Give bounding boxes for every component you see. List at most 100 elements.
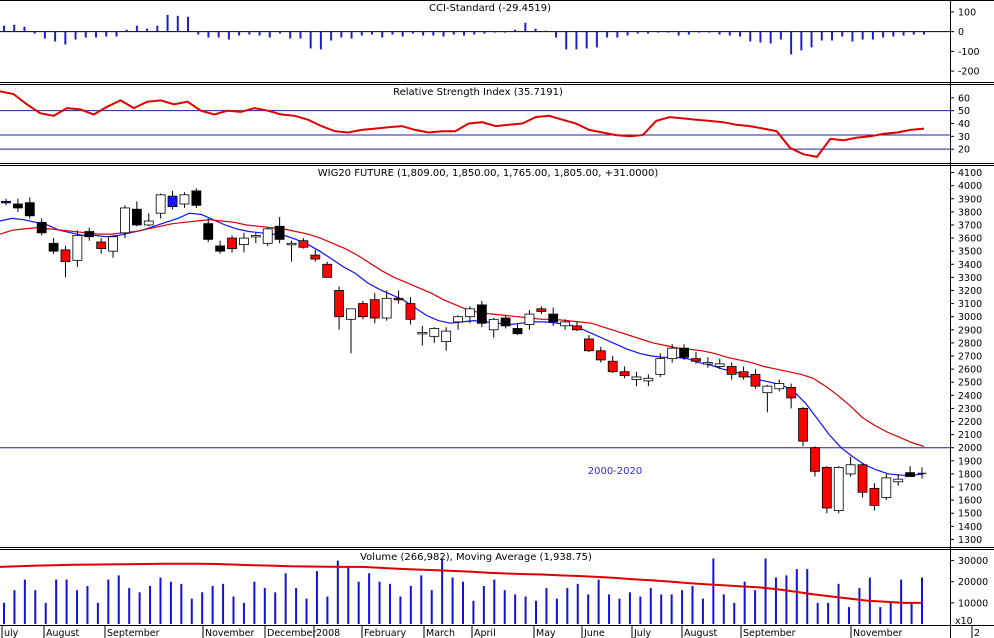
candle-body bbox=[631, 376, 642, 380]
candle-body bbox=[702, 362, 713, 365]
candle-body bbox=[798, 408, 808, 442]
candle-body bbox=[441, 330, 452, 342]
candle-body bbox=[512, 328, 523, 335]
month-label: September bbox=[107, 628, 160, 638]
candle-body bbox=[334, 290, 344, 318]
candle-body bbox=[845, 464, 856, 475]
rsi-line bbox=[0, 90, 925, 159]
rsi-tick-20: 20 bbox=[958, 145, 970, 156]
candle-body bbox=[524, 313, 535, 325]
candle-body bbox=[24, 202, 35, 217]
candle-body bbox=[131, 208, 142, 226]
price-title: WIG20 FUTURE (1,809.00, 1,850.00, 1,765.… bbox=[318, 168, 659, 179]
price-tick-2800: 2800 bbox=[958, 338, 982, 349]
price-tick-3500: 3500 bbox=[958, 247, 982, 258]
volume-tick-20000: 20000 bbox=[958, 577, 988, 588]
price-tick-1700: 1700 bbox=[958, 483, 982, 494]
candle-body bbox=[465, 308, 475, 318]
rsi-tick-60: 60 bbox=[958, 93, 970, 104]
candle-body bbox=[143, 220, 154, 226]
candle-body bbox=[167, 195, 178, 208]
volume-unit-label: x10 bbox=[955, 616, 973, 627]
price-tick-2000: 2000 bbox=[958, 443, 982, 454]
candle-body bbox=[560, 321, 571, 327]
month-label: 2008 bbox=[316, 628, 340, 638]
candle-body bbox=[191, 190, 202, 206]
price-tick-2600: 2600 bbox=[958, 365, 982, 376]
price-tick-1400: 1400 bbox=[958, 522, 982, 533]
price-tick-4000: 4000 bbox=[958, 181, 982, 192]
month-label: November bbox=[205, 628, 255, 638]
candle-body bbox=[453, 316, 463, 323]
candle-body bbox=[584, 338, 594, 352]
price-tick-2400: 2400 bbox=[958, 391, 982, 402]
candle-body bbox=[869, 487, 880, 506]
candle-body bbox=[405, 303, 416, 320]
volume-tick-10000: 10000 bbox=[958, 598, 988, 609]
candle-body bbox=[893, 478, 904, 483]
price-panel: 4100 4000 3900 3800 3700 3600 3500 3400 3300 3200… bbox=[0, 168, 982, 546]
candle-body bbox=[203, 223, 214, 240]
candle-body bbox=[595, 350, 606, 361]
price-tick-3700: 3700 bbox=[958, 220, 982, 231]
candle-body bbox=[643, 377, 654, 382]
candle-body bbox=[48, 242, 59, 252]
candle-body bbox=[155, 194, 166, 214]
candle-body bbox=[250, 235, 261, 238]
candle-body bbox=[810, 447, 820, 472]
price-tick-2100: 2100 bbox=[958, 430, 982, 441]
candle-body bbox=[369, 299, 380, 319]
candle-body bbox=[667, 347, 678, 360]
rsi-tick-30: 30 bbox=[958, 132, 970, 143]
cci-tick-0: 0 bbox=[958, 27, 964, 38]
month-label: December bbox=[267, 628, 316, 638]
candle-body bbox=[691, 358, 701, 362]
candle-body bbox=[786, 387, 797, 399]
cci-tick--200: -200 bbox=[958, 67, 980, 78]
cci-tick--100: -100 bbox=[958, 47, 980, 58]
price-tick-2200: 2200 bbox=[958, 417, 982, 428]
candle-body bbox=[655, 358, 666, 375]
candle-body bbox=[774, 383, 785, 390]
candle-body bbox=[881, 477, 892, 498]
month-label: July bbox=[633, 628, 651, 638]
month-label: August bbox=[684, 628, 718, 638]
candle-body bbox=[500, 317, 511, 327]
candle-body bbox=[12, 203, 23, 209]
price-tick-2900: 2900 bbox=[958, 325, 982, 336]
candle-body bbox=[821, 466, 832, 509]
volume-moving-average-line bbox=[0, 562, 922, 604]
candle-body bbox=[536, 308, 547, 312]
month-label: September bbox=[743, 628, 796, 638]
price-tick-1300: 1300 bbox=[958, 535, 982, 546]
price-tick-3800: 3800 bbox=[958, 207, 982, 218]
month-label: March bbox=[426, 628, 455, 638]
rsi-title: Relative Strength Index (35.7191) bbox=[393, 87, 563, 98]
candle-body bbox=[857, 464, 868, 493]
volume-tick-30000: 30000 bbox=[958, 556, 988, 567]
candle-body bbox=[84, 231, 95, 238]
candle-body bbox=[274, 225, 285, 240]
candle-body bbox=[429, 328, 440, 337]
rsi-panel: 60 50 40 30 20 bbox=[0, 90, 970, 159]
price-tick-2300: 2300 bbox=[958, 404, 982, 415]
candle-body bbox=[714, 363, 725, 367]
price-tick-4100: 4100 bbox=[958, 168, 982, 179]
rsi-tick-50: 50 bbox=[958, 106, 970, 117]
candle-body bbox=[607, 360, 618, 373]
candle-body bbox=[227, 237, 237, 249]
candle-body bbox=[179, 194, 190, 205]
candle-body bbox=[1, 200, 11, 204]
long-moving-average-line bbox=[0, 219, 925, 447]
candle-body bbox=[96, 241, 107, 249]
candle-body bbox=[762, 385, 773, 394]
candle-body bbox=[476, 304, 487, 324]
volume-title: Volume (266,982), Moving Average (1,938.… bbox=[360, 552, 592, 563]
price-tick-3400: 3400 bbox=[958, 260, 982, 271]
month-label: May bbox=[536, 628, 556, 638]
price-tick-1800: 1800 bbox=[958, 469, 982, 480]
candle-body bbox=[346, 308, 356, 320]
